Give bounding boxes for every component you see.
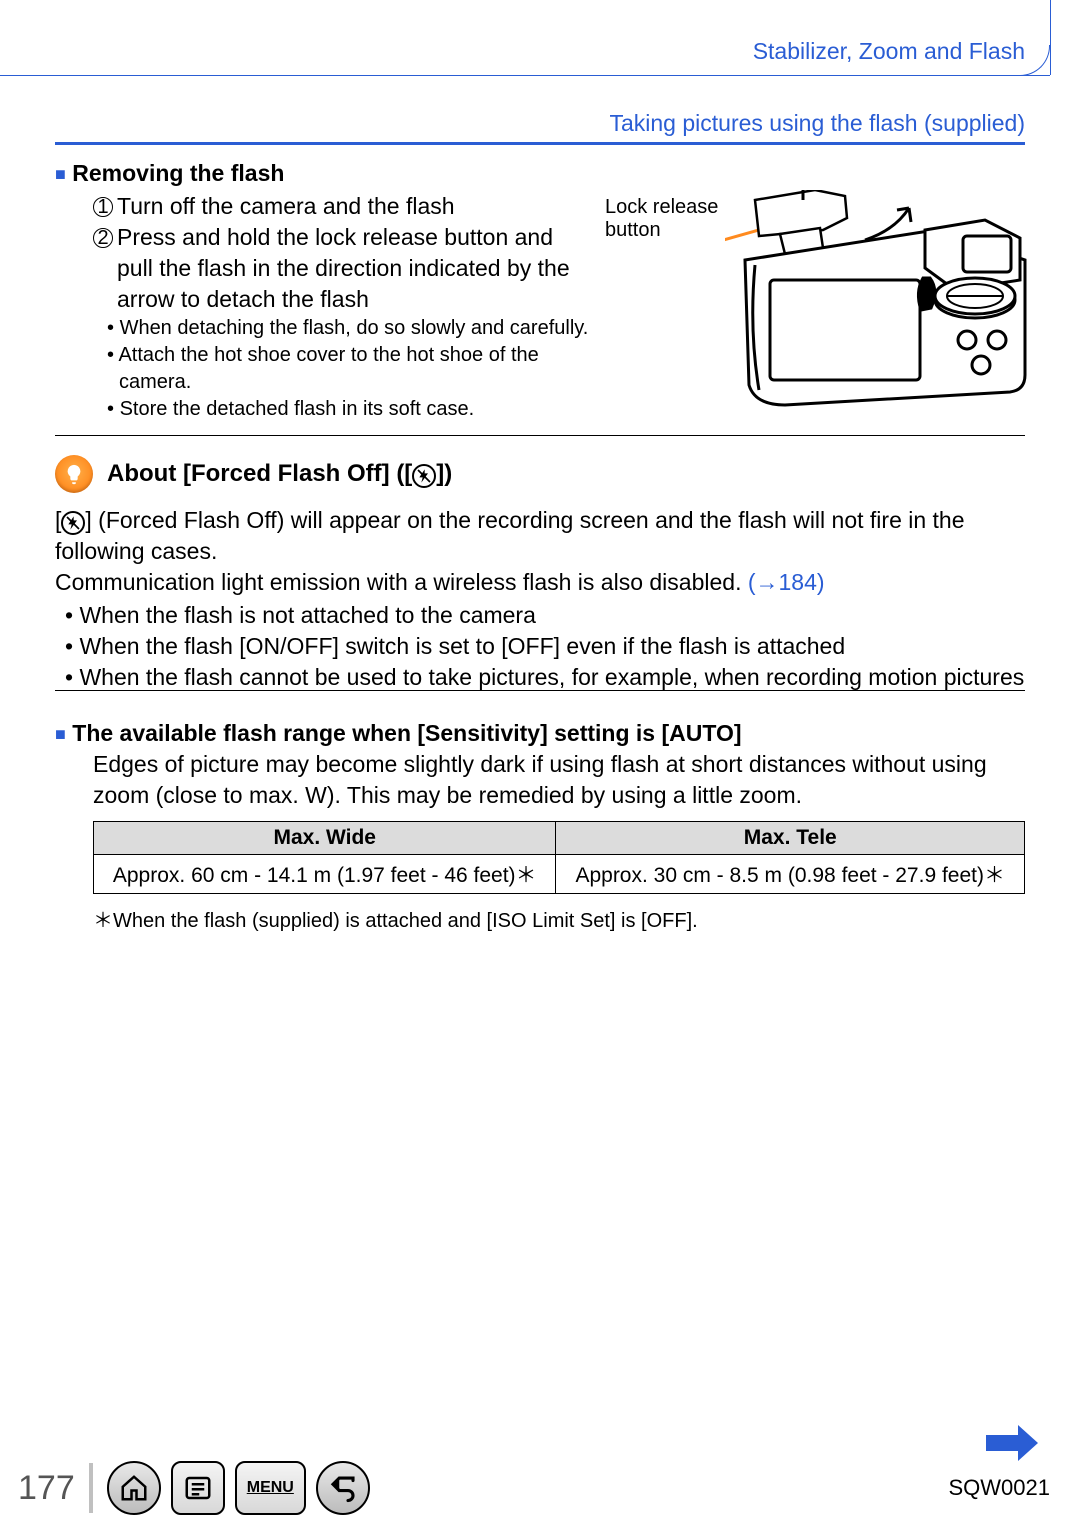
cell-wide: Approx. 60 cm - 14.1 m (1.97 feet - 46 f…: [94, 855, 556, 894]
cell-tele: Approx. 30 cm - 8.5 m (0.98 feet - 27.9 …: [556, 855, 1025, 894]
callout-lock-release: Lock release button: [605, 196, 718, 242]
section-range: ■ The available flash range when [Sensit…: [55, 720, 1025, 933]
range-paragraph: Edges of picture may become slightly dar…: [55, 749, 1025, 811]
section-rule: [55, 142, 1025, 145]
page-top-rule: [0, 75, 1050, 76]
forced-flash-off-icon: [61, 511, 85, 535]
back-icon[interactable]: [316, 1461, 370, 1515]
step-2: 2 Press and hold the lock release button…: [93, 222, 595, 315]
tip-heading: About [Forced Flash Off] ([]): [55, 455, 452, 493]
menu-label: MENU: [247, 1479, 294, 1497]
step-1: 1 Turn off the camera and the flash: [93, 191, 595, 222]
removing-note-2: • Attach the hot shoe cover to the hot s…: [107, 342, 615, 396]
removing-note-1: • When detaching the flash, do so slowly…: [107, 315, 615, 342]
removing-note-3: • Store the detached flash in its soft c…: [107, 396, 615, 423]
camera-svg-icon: [725, 190, 1035, 410]
page-footer: 177 MENU SQW0021: [18, 1461, 1050, 1515]
chapter-title: Stabilizer, Zoom and Flash: [753, 38, 1025, 65]
step-number-2-icon: 2: [93, 228, 113, 248]
step-number-1-icon: 1: [93, 197, 113, 217]
divider-2: [55, 690, 1025, 691]
heading-removing: ■ Removing the flash: [55, 160, 1025, 187]
home-icon[interactable]: [107, 1461, 161, 1515]
forced-bullet-2: • When the flash [ON/OFF] switch is set …: [55, 631, 1025, 662]
col-max-wide: Max. Wide: [94, 822, 556, 855]
bullet-square-icon: ■: [55, 164, 66, 184]
removing-steps: 1 Turn off the camera and the flash 2 Pr…: [55, 191, 595, 315]
next-page-arrow-icon[interactable]: [984, 1423, 1040, 1463]
forced-bullet-3: • When the flash cannot be used to take …: [55, 662, 1025, 693]
link-184[interactable]: (→184): [748, 569, 825, 595]
col-max-tele: Max. Tele: [556, 822, 1025, 855]
step-2-text: Press and hold the lock release button a…: [117, 222, 595, 315]
footer-divider: [89, 1463, 93, 1513]
section-title: Taking pictures using the flash (supplie…: [609, 110, 1025, 137]
heading-range-text: The available flash range when [Sensitiv…: [72, 720, 741, 746]
forced-bullet-1: • When the flash is not attached to the …: [55, 600, 1025, 631]
page-number: 177: [18, 1469, 75, 1508]
table-header-row: Max. Wide Max. Tele: [94, 822, 1025, 855]
tip-title: About [Forced Flash Off] ([]): [107, 460, 452, 488]
forced-p1: [] (Forced Flash Off) will appear on the…: [55, 505, 1025, 567]
removing-notes: • When detaching the flash, do so slowly…: [55, 315, 615, 423]
forced-flash-off-icon: [412, 464, 436, 488]
forced-bullets: • When the flash is not attached to the …: [55, 600, 1025, 693]
range-table: Max. Wide Max. Tele Approx. 60 cm - 14.1…: [93, 821, 1025, 894]
menu-icon[interactable]: MENU: [235, 1461, 306, 1515]
heading-removing-text: Removing the flash: [72, 160, 284, 186]
range-footnote: ＊When the flash (supplied) is attached a…: [93, 904, 1025, 933]
step-1-text: Turn off the camera and the flash: [117, 191, 455, 222]
forced-body: [] (Forced Flash Off) will appear on the…: [55, 505, 1025, 693]
page-corner: [1021, 0, 1051, 75]
table-row: Approx. 60 cm - 14.1 m (1.97 feet - 46 f…: [94, 855, 1025, 894]
toc-icon[interactable]: [171, 1461, 225, 1515]
divider-1: [55, 435, 1025, 436]
document-id: SQW0021: [949, 1475, 1051, 1501]
bullet-square-icon: ■: [55, 724, 66, 744]
heading-range: ■ The available flash range when [Sensit…: [55, 720, 1025, 747]
lightbulb-icon: [55, 455, 93, 493]
forced-p2: Communication light emission with a wire…: [55, 567, 1025, 598]
